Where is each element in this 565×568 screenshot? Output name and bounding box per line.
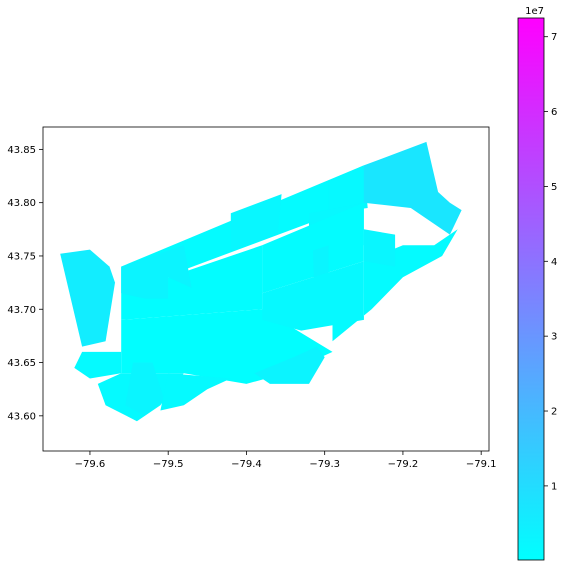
- colorbar-gradient: [517, 17, 545, 561]
- map-region-11: [125, 362, 165, 416]
- map-region-5: [262, 202, 364, 294]
- colorbar: 1 2 3 4 5 6 7 1e7: [517, 6, 557, 561]
- map-region-8: [262, 261, 364, 331]
- map-region-17: [363, 141, 462, 235]
- y-tick-label: 43.70: [7, 305, 36, 316]
- map-region-13: [332, 229, 458, 342]
- y-tick-label: 43.65: [7, 358, 36, 369]
- colorbar-scale-label: 1e7: [525, 6, 544, 17]
- map-axes-frame: [42, 126, 490, 452]
- y-tick-label: 43.75: [7, 251, 36, 262]
- map-region-16: [121, 245, 192, 299]
- x-tick-label: −79.3: [309, 459, 340, 470]
- x-tick-label: −79.1: [466, 459, 497, 470]
- y-tick-label: 43.85: [7, 145, 36, 156]
- map-region-14: [363, 229, 396, 267]
- x-axis-ticks: −79.6 −79.5 −79.4 −79.3 −79.2 −79.1: [75, 451, 497, 470]
- colorbar-tick-label: 5: [551, 182, 557, 193]
- colorbar-ticks: 1 2 3 4 5 6 7: [544, 32, 557, 492]
- colorbar-tick-label: 2: [551, 407, 557, 418]
- map-region-12: [160, 373, 231, 411]
- colorbar-tick-label: 6: [551, 107, 557, 118]
- x-tick-label: −79.4: [231, 459, 262, 470]
- map-region-1: [230, 194, 282, 251]
- colorbar-tick-label: 3: [551, 332, 557, 343]
- map-region-4: [121, 245, 263, 320]
- x-tick-label: −79.5: [153, 459, 184, 470]
- map-region-15: [254, 346, 325, 384]
- map-region-18: [60, 249, 115, 347]
- map-axes: −79.6 −79.5 −79.4 −79.3 −79.2 −79.1 43.6043.6…: [7, 126, 497, 470]
- colorbar-tick-label: 4: [551, 257, 557, 268]
- map-region-9: [74, 351, 122, 379]
- colorbar-tick-label: 7: [551, 32, 557, 43]
- y-axis-ticks: 43.60 43.65 43.70 43.75 43.80 43.85: [7, 145, 43, 422]
- colorbar-tick-label: 1: [551, 481, 557, 492]
- y-tick-label: 43.60: [7, 411, 36, 422]
- x-tick-label: −79.6: [75, 459, 106, 470]
- y-tick-label: 43.80: [7, 198, 36, 209]
- regions-layer: [60, 141, 462, 422]
- map-region-2: [328, 165, 368, 214]
- x-tick-label: −79.2: [388, 459, 419, 470]
